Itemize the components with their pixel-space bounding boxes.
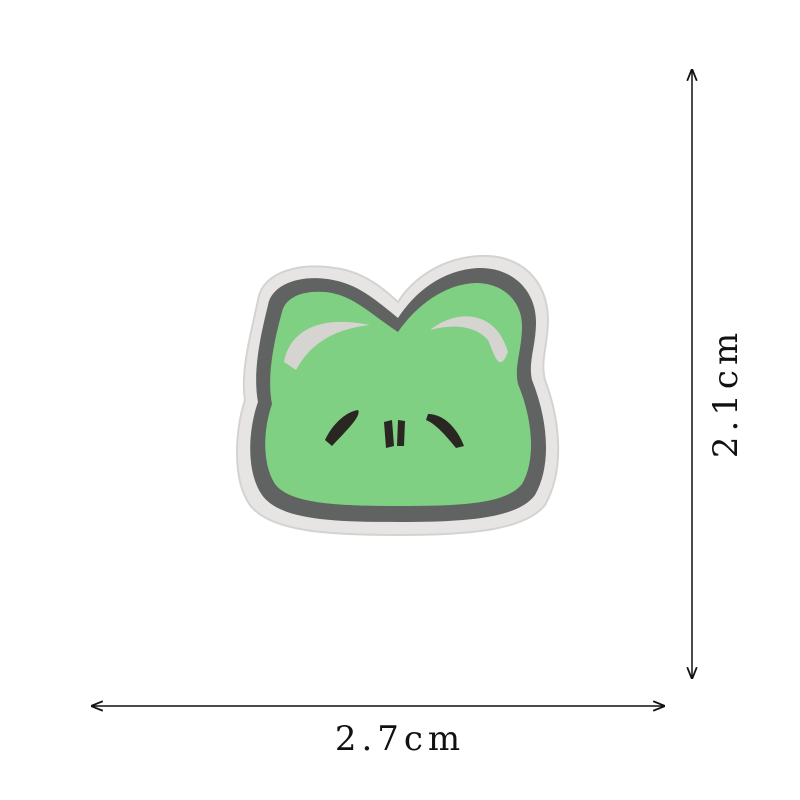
width-label: 2.7cm	[335, 719, 465, 759]
nose	[384, 420, 405, 448]
patch	[236, 254, 560, 537]
eye-right	[426, 414, 464, 448]
eye-left	[325, 410, 359, 446]
ear-right	[430, 316, 508, 363]
ear-left	[284, 321, 370, 370]
height-label: 2.1cm	[706, 328, 746, 458]
patch-face	[265, 283, 532, 506]
